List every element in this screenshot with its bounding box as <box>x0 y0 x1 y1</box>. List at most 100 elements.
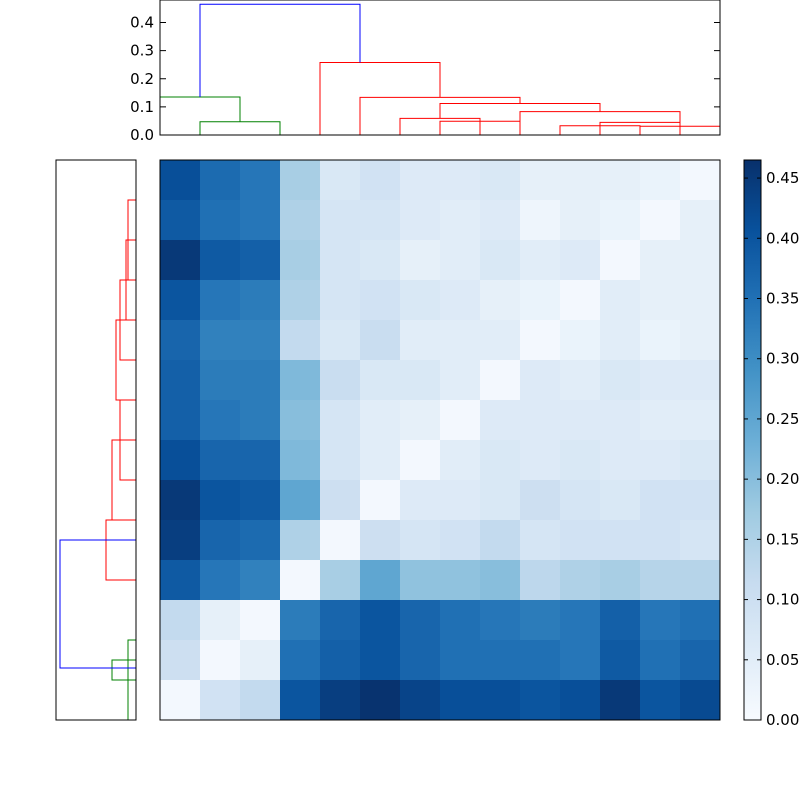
heatmap-cell <box>160 600 201 641</box>
heatmap-cell <box>240 480 281 521</box>
heatmap-cell <box>240 360 281 401</box>
heatmap-cell <box>400 200 441 241</box>
heatmap-cell <box>560 360 601 401</box>
heatmap-cell <box>640 200 681 241</box>
heatmap-cell <box>360 520 401 561</box>
heatmap-cell <box>640 560 681 601</box>
heatmap-cell <box>640 400 681 441</box>
heatmap-cell <box>280 480 321 521</box>
top-dendrogram-ytick-label: 0.3 <box>130 42 154 60</box>
heatmap-cell <box>200 240 241 281</box>
heatmap-cell <box>520 560 561 601</box>
heatmap-cell <box>320 560 361 601</box>
heatmap-cell <box>320 240 361 281</box>
heatmap-cell <box>400 320 441 361</box>
heatmap-cell <box>640 520 681 561</box>
heatmap-cell <box>480 200 521 241</box>
heatmap-cell <box>200 440 241 481</box>
heatmap-cell <box>680 320 721 361</box>
colorbar-tick-label: 0.00 <box>766 711 799 729</box>
heatmap-cell <box>360 560 401 601</box>
heatmap-cell <box>560 320 601 361</box>
heatmap-cell <box>320 200 361 241</box>
heatmap-cell <box>680 400 721 441</box>
top-dendrogram-link <box>319 61 441 135</box>
heatmap-cell <box>160 160 201 201</box>
heatmap-cell <box>360 200 401 241</box>
colorbar-tick-label: 0.30 <box>766 350 799 368</box>
heatmap-cell <box>560 480 601 521</box>
top-dendrogram-ytick-label: 0.0 <box>130 126 154 144</box>
heatmap-cell <box>280 200 321 241</box>
heatmap-cell <box>280 320 321 361</box>
heatmap-cell <box>480 680 521 721</box>
heatmap-cell <box>160 480 201 521</box>
heatmap-cell <box>320 360 361 401</box>
heatmap-cell <box>600 240 641 281</box>
heatmap-cell <box>320 680 361 721</box>
heatmap-cell <box>360 280 401 321</box>
colorbar-tick-label: 0.45 <box>766 169 799 187</box>
heatmap-cell <box>480 400 521 441</box>
heatmap-cell <box>280 600 321 641</box>
heatmap-cell <box>160 320 201 361</box>
heatmap-cell <box>560 680 601 721</box>
heatmap-cell <box>480 160 521 201</box>
heatmap-cell <box>360 640 401 681</box>
heatmap-cell <box>400 240 441 281</box>
heatmap-cell <box>400 560 441 601</box>
heatmap-cell <box>680 480 721 521</box>
heatmap-cell <box>640 440 681 481</box>
top-dendrogram-frame <box>159 0 721 136</box>
heatmap-cell <box>680 640 721 681</box>
heatmap-cell <box>200 200 241 241</box>
heatmap-cell <box>480 360 521 401</box>
heatmap-cell <box>360 400 401 441</box>
heatmap-cell <box>640 240 681 281</box>
colorbar-tick-label: 0.05 <box>766 651 799 669</box>
heatmap-cell <box>320 480 361 521</box>
heatmap-cell <box>440 640 481 681</box>
heatmap-cell <box>600 640 641 681</box>
colorbar-tick-label: 0.40 <box>766 229 799 247</box>
heatmap-cell <box>320 640 361 681</box>
top-dendrogram-link <box>199 3 361 98</box>
heatmap-cell <box>240 600 281 641</box>
heatmap-cell <box>400 480 441 521</box>
heatmap-cell <box>600 360 641 401</box>
heatmap-cell <box>480 320 521 361</box>
left-dendrogram-link <box>105 519 136 581</box>
colorbar-panel: 0.00 0.05 0.10 0.15 0.20 0.25 0.30 0.35 0.40 0.45 <box>743 159 799 729</box>
heatmap-cell <box>600 440 641 481</box>
heatmap-cell <box>600 400 641 441</box>
heatmap-cell <box>680 360 721 401</box>
heatmap-cell <box>200 280 241 321</box>
colorbar-bar <box>743 159 762 721</box>
heatmap-cell <box>360 440 401 481</box>
heatmap-cell <box>560 200 601 241</box>
heatmap-cell <box>520 200 561 241</box>
heatmap-cell <box>280 400 321 441</box>
heatmap-cell <box>440 560 481 601</box>
heatmap-cell <box>560 440 601 481</box>
heatmap-cell <box>400 400 441 441</box>
heatmap-cell <box>360 360 401 401</box>
heatmap-cell <box>160 640 201 681</box>
heatmap-cell <box>440 240 481 281</box>
heatmap-cell <box>600 200 641 241</box>
left-dendrogram-link <box>111 659 136 681</box>
heatmap-cell <box>440 280 481 321</box>
heatmap-cell <box>320 520 361 561</box>
heatmap-cell <box>680 680 721 721</box>
heatmap-panel <box>159 159 721 721</box>
heatmap-cell <box>520 360 561 401</box>
heatmap-cell <box>640 320 681 361</box>
heatmap-cell <box>240 680 281 721</box>
heatmap-cell <box>280 280 321 321</box>
heatmap-cell <box>520 320 561 361</box>
heatmap-cell <box>200 680 241 721</box>
heatmap-cell <box>280 560 321 601</box>
heatmap-cell <box>160 440 201 481</box>
heatmap-cell <box>480 480 521 521</box>
colorbar-tick-label: 0.10 <box>766 591 799 609</box>
